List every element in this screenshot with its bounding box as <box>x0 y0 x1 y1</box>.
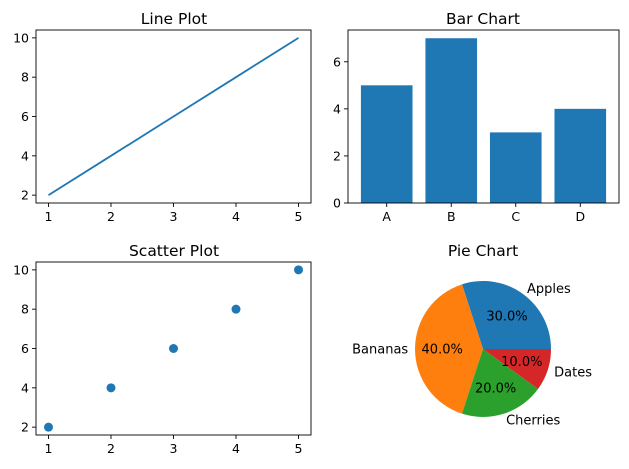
bar-chart-ytick-label: 2 <box>333 148 341 163</box>
bar-chart-axes-frame <box>347 29 620 204</box>
line-plot-ytick-label: 4 <box>21 148 29 163</box>
line-plot-ticks: 1 2 3 4 5 2 4 6 8 10 <box>13 30 302 224</box>
bar-chart-ytick-label: 0 <box>333 196 341 211</box>
pie-slice-dates <box>483 349 551 389</box>
scatter-point <box>44 422 53 432</box>
pie-percent-bananas: 40.0% <box>422 343 463 358</box>
scatter-plot-ytick-label: 4 <box>21 380 29 395</box>
line-plot-ytick-label: 6 <box>21 109 29 124</box>
bar-chart-title: Bar Chart <box>446 10 520 28</box>
pie-chart-title: Pie Chart <box>448 242 518 260</box>
bar-chart-panel: Bar Chart A B C D 0 2 4 6 <box>333 10 620 224</box>
scatter-plot-ytick-label: 6 <box>21 341 29 356</box>
bar-chart-xtick-label: C <box>511 209 520 224</box>
scatter-plot-ticks: 1 2 3 4 5 2 4 6 8 10 <box>13 262 302 456</box>
bar-chart-ytick-label: 6 <box>333 54 341 69</box>
scatter-plot-ytick-label: 8 <box>21 302 29 317</box>
pie-percent-dates: 10.0% <box>501 355 542 370</box>
scatter-plot-xtick-label: 4 <box>232 441 240 456</box>
scatter-plot-xtick-label: 1 <box>45 441 53 456</box>
scatter-point <box>106 383 116 393</box>
bar-d <box>554 108 607 203</box>
pie-slice-cherries <box>461 349 539 417</box>
bar-chart-xtick-label: D <box>575 209 585 224</box>
pie-slice-apples <box>461 280 551 349</box>
bar-chart-xtick-label: B <box>447 209 456 224</box>
line-plot-xtick-label: 5 <box>295 209 303 224</box>
line-plot-series-line <box>48 37 299 196</box>
bar-a <box>360 85 413 203</box>
bar-chart-ticks: A B C D 0 2 4 6 <box>333 54 585 224</box>
bar-b <box>425 38 478 203</box>
line-plot-marks <box>48 37 299 196</box>
pie-label-cherries: Cherries <box>506 414 560 429</box>
scatter-plot-title: Scatter Plot <box>129 242 219 260</box>
bar-c <box>489 132 542 203</box>
line-plot-ytick-label: 10 <box>13 30 29 45</box>
scatter-plot-xtick-label: 5 <box>295 441 303 456</box>
bar-chart-marks <box>360 38 607 203</box>
scatter-plot-ytick-label: 2 <box>21 420 29 435</box>
line-plot-xtick-label: 4 <box>232 209 240 224</box>
scatter-plot-xtick-label: 3 <box>170 441 178 456</box>
line-plot-xtick-label: 3 <box>170 209 178 224</box>
line-plot-xtick-label: 2 <box>107 209 115 224</box>
pie-label-apples: Apples <box>527 282 571 297</box>
scatter-plot-ytick-label: 10 <box>13 262 29 277</box>
scatter-plot-panel: Scatter Plot 1 2 3 4 5 2 4 6 8 10 <box>13 242 312 456</box>
scatter-point <box>231 304 241 314</box>
line-plot-axes-frame <box>35 29 312 204</box>
pie-percent-cherries: 20.0% <box>475 381 516 396</box>
line-plot-panel: Line Plot 1 2 3 4 5 2 4 6 8 10 <box>13 10 312 224</box>
pie-label-bananas: Bananas <box>352 343 408 358</box>
line-plot-ytick-label: 2 <box>21 188 29 203</box>
pie-label-dates: Dates <box>554 366 592 381</box>
line-plot-ytick-label: 8 <box>21 70 29 85</box>
bar-chart-xtick-label: A <box>382 209 391 224</box>
bar-chart-ytick-label: 4 <box>333 101 341 116</box>
scatter-point <box>169 344 178 353</box>
scatter-point <box>294 265 303 275</box>
scatter-plot-marks <box>44 265 303 432</box>
line-plot-title: Line Plot <box>141 10 207 28</box>
scatter-plot-xtick-label: 2 <box>107 441 115 456</box>
pie-percent-apples: 30.0% <box>486 309 527 324</box>
scatter-plot-axes-frame <box>35 261 312 436</box>
line-plot-xtick-label: 1 <box>45 209 53 224</box>
pie-slice-bananas <box>415 284 483 414</box>
